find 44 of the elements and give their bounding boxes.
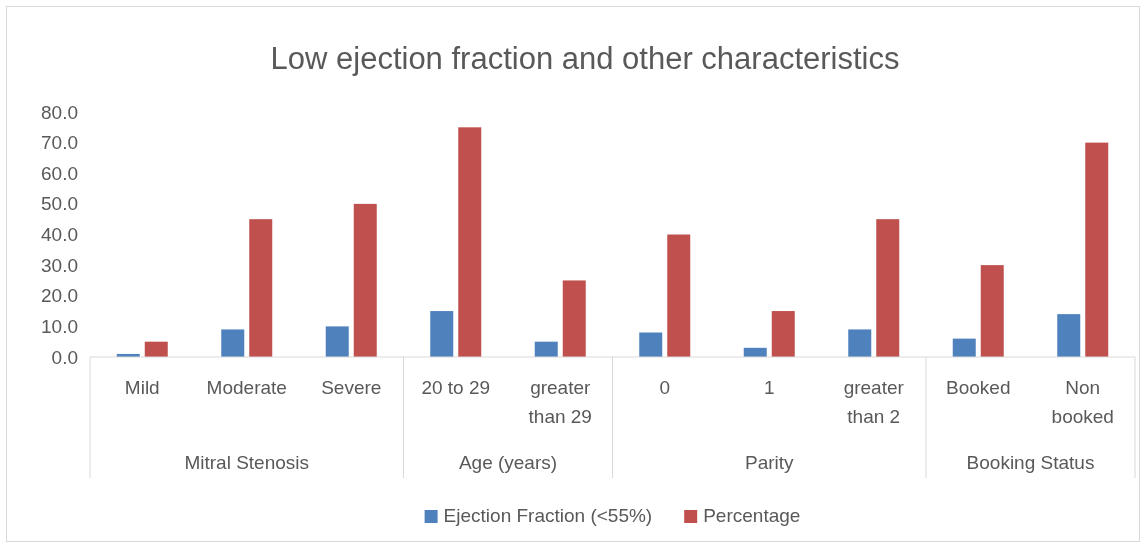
bar xyxy=(848,329,872,357)
bar xyxy=(221,329,245,357)
legend-label: Percentage xyxy=(703,505,801,526)
y-tick-label: 50.0 xyxy=(41,193,78,215)
y-tick-label: 0.0 xyxy=(51,346,78,368)
bar xyxy=(952,338,976,357)
bar xyxy=(1057,314,1081,357)
text: Booking Status xyxy=(966,452,1095,473)
chart-title: Low ejection fraction and other characteristics xyxy=(270,41,900,76)
y-tick-label: 70.0 xyxy=(41,132,78,154)
x-tick-label: Severe xyxy=(321,377,382,398)
bar xyxy=(325,326,349,357)
bar xyxy=(534,341,558,357)
x-tick-label: greater than 2 xyxy=(843,377,905,427)
bar xyxy=(430,311,454,357)
x-tick-label: Non booked xyxy=(1051,377,1114,427)
y-tick-label: 10.0 xyxy=(41,315,78,337)
y-tick-label: 80.0 xyxy=(41,101,78,123)
bar xyxy=(249,219,273,357)
bar xyxy=(353,203,377,357)
x-tick-label: greater than 29 xyxy=(528,377,592,427)
x-tick-label: Moderate xyxy=(206,377,287,398)
y-tick-label: 60.0 xyxy=(41,162,78,184)
bar xyxy=(562,280,586,357)
legend-label: Ejection Fraction (<55%) xyxy=(443,505,653,526)
text: Age (years) xyxy=(458,452,558,473)
bar xyxy=(667,234,691,357)
bar xyxy=(639,332,663,357)
bar xyxy=(1085,142,1109,357)
y-tick-label: 30.0 xyxy=(41,254,78,276)
bar xyxy=(458,127,482,357)
y-tick-label: 20.0 xyxy=(41,285,78,307)
x-tick-label: 0 xyxy=(659,377,671,398)
bar xyxy=(980,265,1004,357)
x-tick-label: 1 xyxy=(763,377,775,398)
x-tick-label: Booked xyxy=(946,377,1011,398)
text: Parity xyxy=(744,452,795,473)
bar xyxy=(144,341,168,357)
bar xyxy=(771,311,795,357)
y-tick-label: 40.0 xyxy=(41,224,78,246)
x-tick-label: 20 to 29 xyxy=(421,377,491,398)
text: Mitral Stenosis xyxy=(184,452,310,473)
x-tick-label: Mild xyxy=(124,377,160,398)
bar xyxy=(876,219,900,357)
